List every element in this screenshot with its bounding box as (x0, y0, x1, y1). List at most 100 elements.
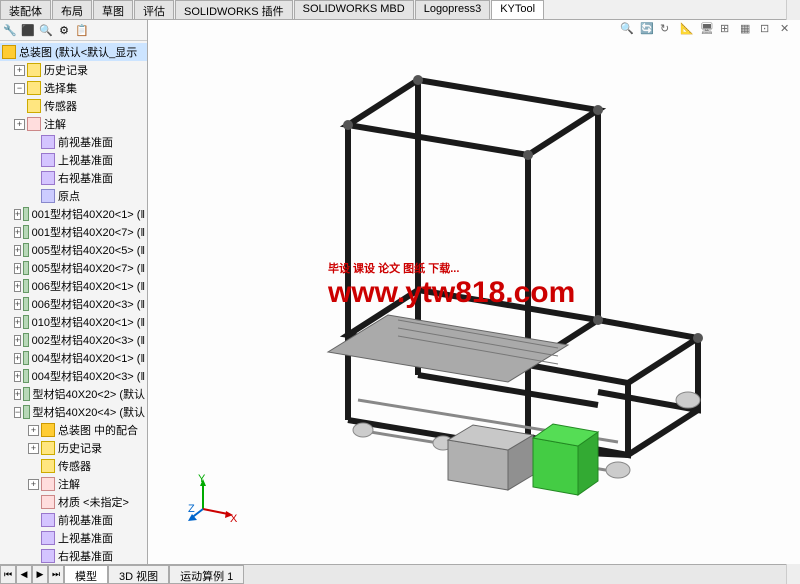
view-tool-icon[interactable]: 📐 (680, 22, 696, 38)
tree-item[interactable]: +注解 (0, 475, 147, 493)
top-tab[interactable]: KYTool (491, 0, 544, 19)
view-tool-icon[interactable]: 🔄 (640, 22, 656, 38)
tree-item[interactable]: 上视基准面 (0, 529, 147, 547)
tree-item[interactable]: 传感器 (0, 97, 147, 115)
expand-icon[interactable]: + (14, 389, 21, 400)
tree-item[interactable]: 材质 <未指定> (0, 493, 147, 511)
tree-item[interactable]: 右视基准面 (0, 547, 147, 564)
tree-item[interactable]: +001型材铝40X20<7> (‖ (0, 223, 147, 241)
nav-prev-icon[interactable]: ◀ (16, 565, 32, 584)
view-toolbar: 🔍🔄↻📐🖥⊞▦⊡✕ (620, 22, 796, 38)
orientation-triad[interactable]: Y X Z (188, 474, 238, 524)
tree-label: 注解 (44, 116, 66, 132)
note-icon (27, 117, 41, 131)
nav-last-icon[interactable]: ⏭ (48, 565, 64, 584)
tree-item[interactable]: 原点 (0, 187, 147, 205)
tree-label: 传感器 (58, 458, 91, 474)
view-tool-icon[interactable]: 🔍 (620, 22, 636, 38)
bottom-tab[interactable]: 3D 视图 (108, 565, 169, 584)
tree-item[interactable]: −型材铝40X20<4> (默认 (0, 403, 147, 421)
tree-item[interactable]: +005型材铝40X20<5> (‖ (0, 241, 147, 259)
tree-label: 004型材铝40X20<3> (‖ (32, 368, 145, 384)
tree-label: 型材铝40X20<2> (默认 (33, 386, 146, 402)
expand-icon[interactable]: − (14, 83, 25, 94)
top-tab[interactable]: SOLIDWORKS MBD (294, 0, 414, 19)
tree-item[interactable]: +005型材铝40X20<7> (‖ (0, 259, 147, 277)
tree-label: 选择集 (44, 80, 77, 96)
tree-item[interactable]: +001型材铝40X20<1> (‖ (0, 205, 147, 223)
top-tab[interactable]: 布局 (52, 0, 92, 19)
tree-item[interactable]: 前视基准面 (0, 133, 147, 151)
tree-root[interactable]: 总装图 (默认<默认_显示 (0, 43, 147, 61)
expand-icon[interactable]: + (28, 479, 39, 490)
svg-text:Z: Z (188, 503, 195, 515)
tree-item[interactable]: − 选择集 (0, 79, 147, 97)
expand-icon[interactable]: + (14, 299, 21, 310)
sidebar-tool-icon[interactable]: 🔧 (2, 22, 18, 38)
part-icon (23, 387, 29, 401)
expand-icon[interactable]: + (14, 335, 21, 346)
tree-item[interactable]: 前视基准面 (0, 511, 147, 529)
expand-icon[interactable]: + (14, 353, 21, 364)
nav-first-icon[interactable]: ⏮ (0, 565, 16, 584)
origin-icon (41, 189, 55, 203)
nav-next-icon[interactable]: ▶ (32, 565, 48, 584)
sidebar-tool-icon[interactable]: 🔍 (38, 22, 54, 38)
tree-item[interactable]: +006型材铝40X20<1> (‖ (0, 277, 147, 295)
tree-item[interactable]: + 注解 (0, 115, 147, 133)
view-tool-icon[interactable]: 🖥 (700, 22, 716, 38)
expand-icon[interactable]: + (14, 65, 25, 76)
ref-icon (41, 549, 55, 563)
ref-icon (41, 531, 55, 545)
expand-icon[interactable]: + (14, 209, 21, 220)
expand-icon[interactable]: + (28, 443, 39, 454)
tree-label: 001型材铝40X20<1> (‖ (32, 206, 145, 222)
view-tool-icon[interactable]: ↻ (660, 22, 676, 38)
assembly-icon (2, 45, 16, 59)
top-tab[interactable]: 评估 (134, 0, 174, 19)
part-icon (23, 225, 28, 239)
bottom-tab[interactable]: 模型 (64, 565, 108, 584)
3d-viewport[interactable]: 🔍🔄↻📐🖥⊞▦⊡✕ (148, 20, 800, 564)
tree-item[interactable]: +010型材铝40X20<1> (‖ (0, 313, 147, 331)
tree-item[interactable]: +历史记录 (0, 61, 147, 79)
expand-icon[interactable]: + (14, 245, 21, 256)
expand-icon[interactable]: + (14, 119, 25, 130)
tree-item[interactable]: +004型材铝40X20<1> (‖ (0, 349, 147, 367)
tree-item[interactable]: 上视基准面 (0, 151, 147, 169)
expand-icon[interactable]: − (14, 407, 21, 418)
expand-icon[interactable]: + (14, 281, 21, 292)
expand-icon[interactable]: + (14, 227, 21, 238)
tree-item[interactable]: +总装图 中的配合 (0, 421, 147, 439)
expand-icon[interactable]: + (14, 371, 21, 382)
tree-item[interactable]: +004型材铝40X20<3> (‖ (0, 367, 147, 385)
part-icon (23, 333, 28, 347)
tree-item[interactable]: +历史记录 (0, 439, 147, 457)
bottom-tab[interactable]: 运动算例 1 (169, 565, 244, 584)
tree-label: 004型材铝40X20<1> (‖ (32, 350, 145, 366)
expand-icon[interactable]: + (14, 263, 21, 274)
tree-label: 005型材铝40X20<7> (‖ (32, 260, 145, 276)
view-tool-icon[interactable]: ✕ (780, 22, 796, 38)
sidebar-tool-icon[interactable]: 📋 (74, 22, 90, 38)
note-icon (41, 477, 55, 491)
view-tool-icon[interactable]: ⊡ (760, 22, 776, 38)
tree-item[interactable]: +006型材铝40X20<3> (‖ (0, 295, 147, 313)
top-tab[interactable]: 草图 (93, 0, 133, 19)
view-tool-icon[interactable]: ⊞ (720, 22, 736, 38)
bottom-tabs: ⏮ ◀ ▶ ⏭ 模型3D 视图运动算例 1 (0, 564, 800, 584)
sidebar-tool-icon[interactable]: ⚙ (56, 22, 72, 38)
top-tab[interactable]: 装配体 (0, 0, 51, 19)
top-tab[interactable]: Logopress3 (415, 0, 491, 19)
sidebar-tool-icon[interactable]: ⬛ (20, 22, 36, 38)
view-tool-icon[interactable]: ▦ (740, 22, 756, 38)
tree-item[interactable]: + 型材铝40X20<2> (默认 (0, 385, 147, 403)
top-tab[interactable]: SOLIDWORKS 插件 (175, 0, 293, 19)
tree-item[interactable]: 传感器 (0, 457, 147, 475)
expand-icon[interactable]: + (28, 425, 39, 436)
tree-item[interactable]: +002型材铝40X20<3> (‖ (0, 331, 147, 349)
tree-item[interactable]: 右视基准面 (0, 169, 147, 187)
expand-icon[interactable]: + (14, 317, 21, 328)
folder-icon (41, 459, 55, 473)
ref-icon (41, 135, 55, 149)
